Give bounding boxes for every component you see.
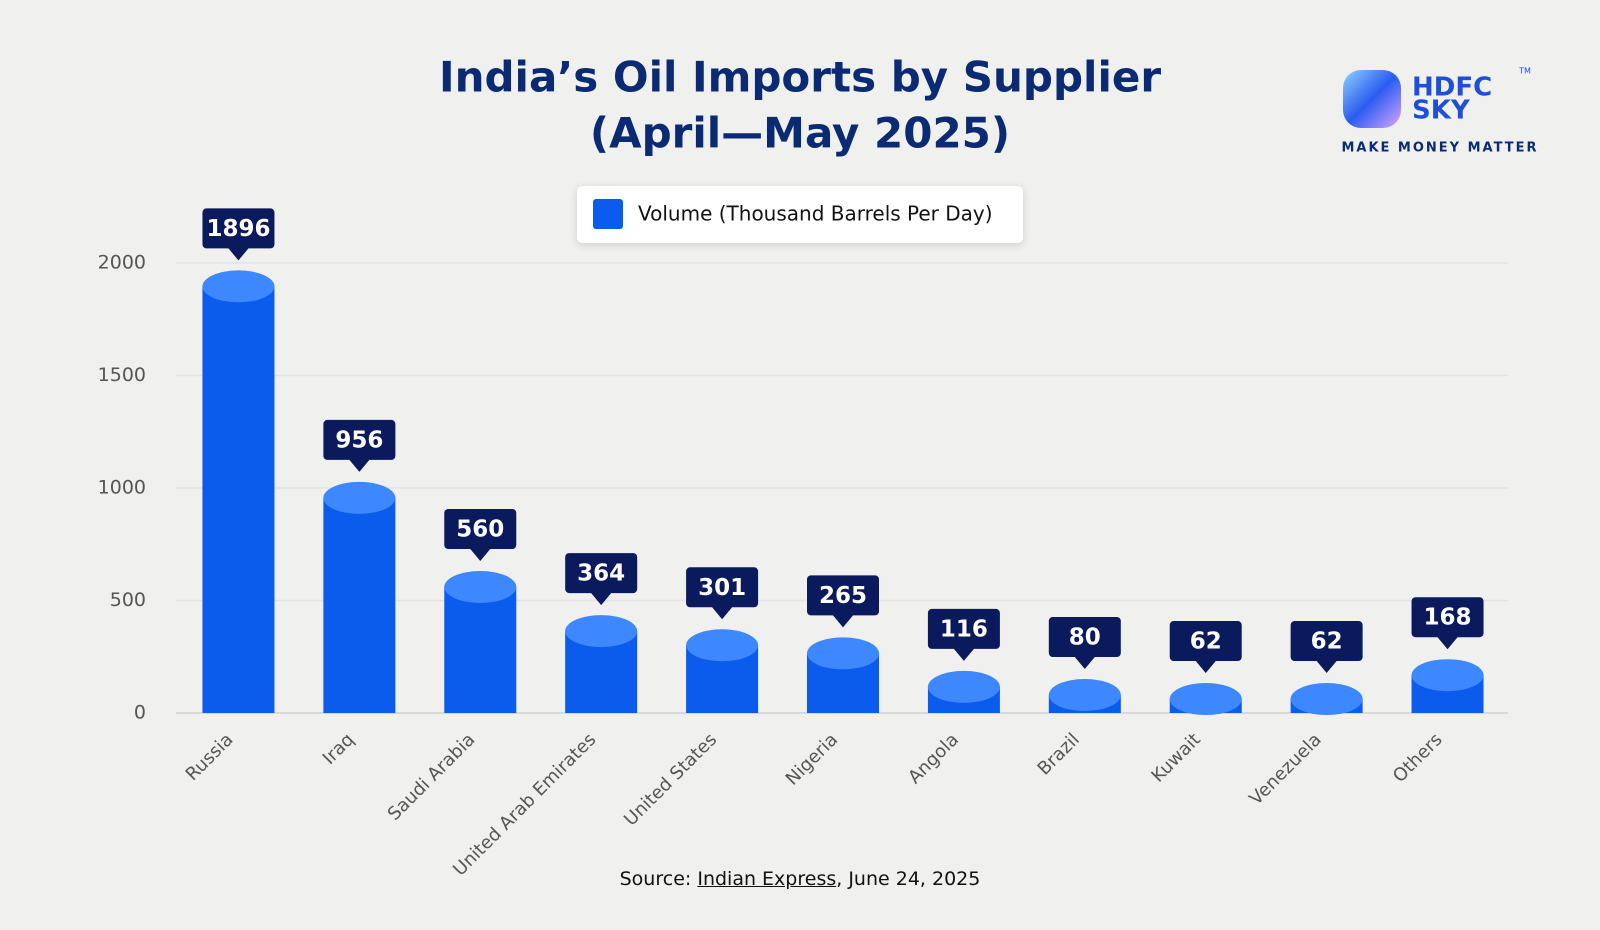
data-label: 1896 — [206, 216, 270, 242]
bar — [202, 286, 275, 713]
x-tick-label: Brazil — [1034, 729, 1084, 779]
bar-cap — [1169, 683, 1242, 716]
x-tick-label: Venezuela — [1245, 729, 1325, 809]
logo-tm: TM — [1518, 67, 1531, 76]
bar — [444, 587, 517, 713]
logo-text: HDFC — [1412, 73, 1492, 103]
data-label-box — [1411, 597, 1484, 650]
y-tick-label: 1500 — [98, 364, 146, 386]
y-tick-label: 0 — [134, 702, 146, 724]
logo-tagline: MAKE MONEY MATTER — [1341, 141, 1538, 156]
data-label: 560 — [456, 517, 504, 543]
data-label-box — [927, 608, 1000, 661]
bar-cap — [565, 615, 638, 648]
y-tick-label: 2000 — [98, 252, 146, 274]
y-tick-label: 500 — [110, 589, 146, 611]
data-label: 956 — [335, 427, 383, 453]
legend-swatch — [593, 199, 623, 229]
data-label: 301 — [698, 575, 746, 601]
logo-text: SKY — [1412, 96, 1471, 126]
x-tick-label: Kuwait — [1147, 729, 1204, 786]
data-label-box — [444, 509, 517, 561]
data-label-box — [1169, 621, 1242, 674]
source-label: Source: — [619, 868, 692, 890]
data-label-box — [686, 567, 759, 620]
bar-cap — [202, 270, 275, 303]
x-tick-label: Iraq — [319, 729, 359, 769]
x-tick-label: Saudi Arabia — [384, 729, 480, 825]
bar-cap — [1290, 683, 1363, 716]
data-label-box — [323, 419, 396, 472]
bar-cap — [1411, 659, 1484, 692]
data-label: 62 — [1190, 629, 1222, 655]
data-label-box — [202, 208, 275, 261]
y-tick-label: 1000 — [98, 477, 146, 499]
data-label: 116 — [940, 616, 988, 642]
logo: HDFC SKY TM MAKE MONEY MATTER — [1341, 67, 1538, 156]
bar-cap — [1048, 679, 1121, 711]
logo-icon — [1343, 70, 1401, 128]
source: Source: Indian Express, June 24, 2025 — [0, 868, 1600, 890]
data-label: 364 — [577, 561, 625, 587]
x-tick-label: Others — [1389, 729, 1447, 787]
source-link: Indian Express — [697, 868, 837, 890]
x-tick-label: Angola — [904, 729, 963, 788]
x-tick-label: Russia — [182, 729, 238, 785]
x-tick-label: United Arab Emirates — [449, 729, 600, 880]
data-label-box — [1048, 617, 1121, 669]
bar-cap — [686, 629, 759, 662]
data-label-box — [565, 553, 638, 606]
data-label: 265 — [819, 583, 867, 609]
x-tick-label: United States — [620, 729, 721, 830]
bar-cap — [323, 481, 396, 514]
bar-cap — [807, 637, 879, 670]
bar — [323, 497, 396, 713]
legend-box — [577, 186, 1023, 243]
data-label-box — [807, 575, 879, 628]
legend-label: Volume (Thousand Barrels Per Day) — [638, 202, 993, 226]
x-tick-label: Nigeria — [782, 729, 842, 789]
data-label: 168 — [1424, 605, 1472, 631]
bar-cap — [444, 571, 517, 603]
data-label: 80 — [1069, 625, 1101, 651]
source-date: , June 24, 2025 — [836, 868, 981, 890]
bar-cap — [927, 670, 1000, 703]
chart-title: (April—May 2025) — [590, 109, 1010, 158]
data-label: 62 — [1311, 629, 1343, 655]
chart-title: India’s Oil Imports by Supplier — [439, 53, 1161, 102]
legend: Volume (Thousand Barrels Per Day) — [577, 186, 1023, 243]
data-label-box — [1290, 621, 1363, 674]
